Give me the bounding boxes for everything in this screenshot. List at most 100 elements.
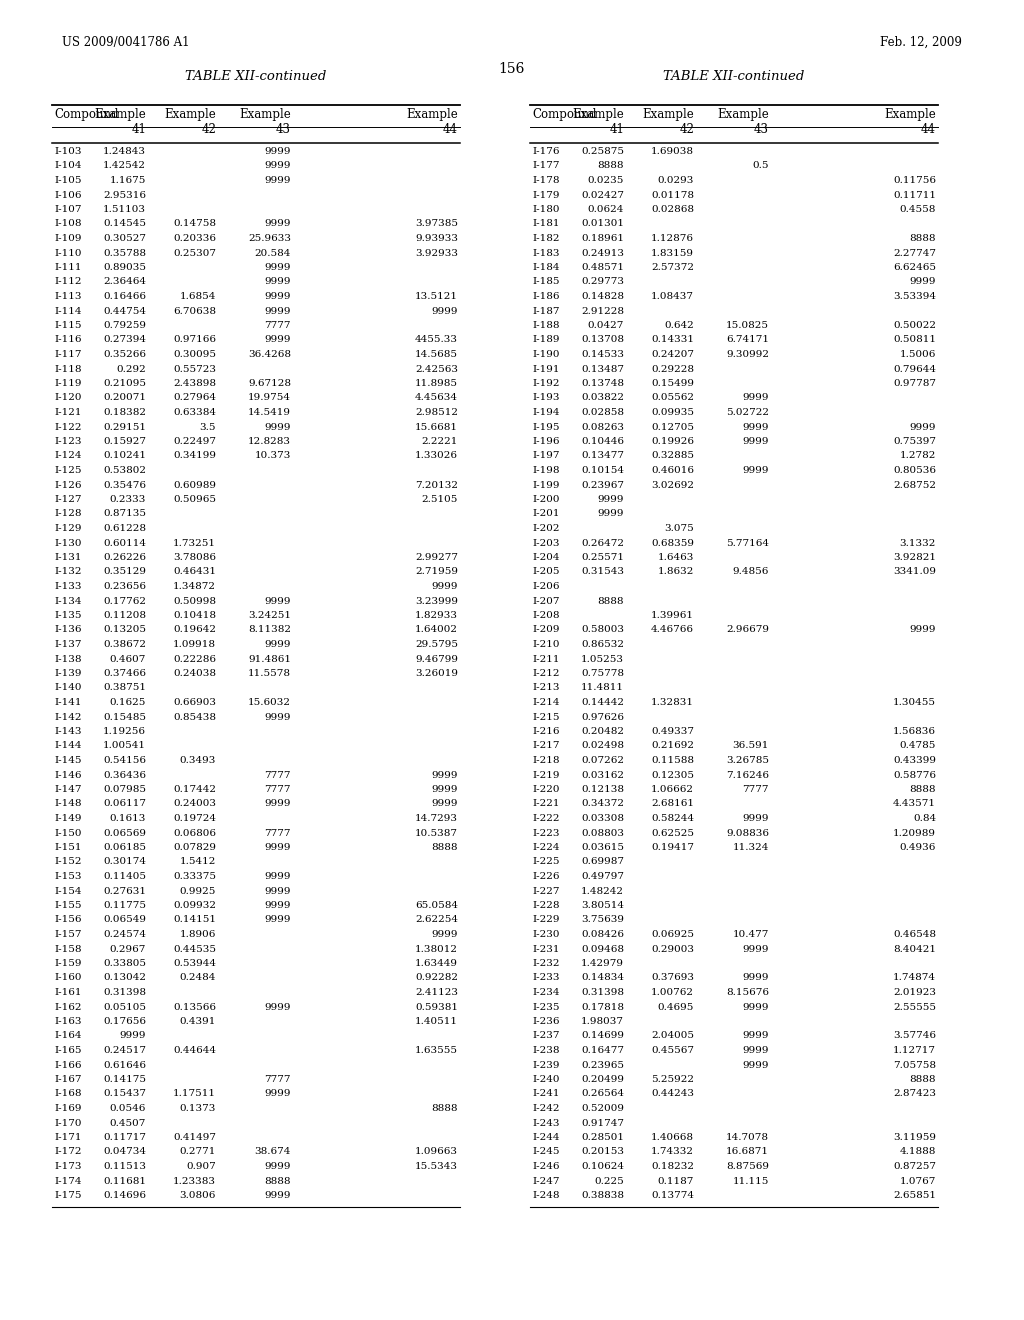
Text: 9999: 9999 — [431, 785, 458, 795]
Text: 2.68752: 2.68752 — [893, 480, 936, 490]
Text: 0.09935: 0.09935 — [651, 408, 694, 417]
Text: 7777: 7777 — [264, 829, 291, 837]
Text: 7777: 7777 — [264, 785, 291, 795]
Text: I-174: I-174 — [54, 1176, 82, 1185]
Text: I-190: I-190 — [532, 350, 559, 359]
Text: I-193: I-193 — [532, 393, 559, 403]
Text: I-242: I-242 — [532, 1104, 559, 1113]
Text: 0.30527: 0.30527 — [103, 234, 146, 243]
Text: I-179: I-179 — [532, 190, 559, 199]
Text: 2.96679: 2.96679 — [726, 626, 769, 635]
Text: 0.04734: 0.04734 — [103, 1147, 146, 1156]
Text: 0.24003: 0.24003 — [173, 800, 216, 808]
Text: 9999: 9999 — [597, 510, 624, 519]
Text: 7.20132: 7.20132 — [415, 480, 458, 490]
Text: I-240: I-240 — [532, 1074, 559, 1084]
Text: 0.25571: 0.25571 — [581, 553, 624, 562]
Text: 7777: 7777 — [742, 785, 769, 795]
Text: I-170: I-170 — [54, 1118, 82, 1127]
Text: 9999: 9999 — [264, 1002, 291, 1011]
Text: 9.46799: 9.46799 — [415, 655, 458, 664]
Text: 0.20499: 0.20499 — [581, 1074, 624, 1084]
Text: 0.4936: 0.4936 — [900, 843, 936, 851]
Text: I-152: I-152 — [54, 858, 82, 866]
Text: 0.13708: 0.13708 — [581, 335, 624, 345]
Text: 16.6871: 16.6871 — [726, 1147, 769, 1156]
Text: I-142: I-142 — [54, 713, 82, 722]
Text: 0.09932: 0.09932 — [173, 902, 216, 909]
Text: 0.87257: 0.87257 — [893, 1162, 936, 1171]
Text: 0.75778: 0.75778 — [581, 669, 624, 678]
Text: 1.17511: 1.17511 — [173, 1089, 216, 1098]
Text: 0.0546: 0.0546 — [110, 1104, 146, 1113]
Text: 1.09663: 1.09663 — [415, 1147, 458, 1156]
Text: 9999: 9999 — [264, 306, 291, 315]
Text: 1.74874: 1.74874 — [893, 974, 936, 982]
Text: 0.25875: 0.25875 — [581, 147, 624, 156]
Text: I-103: I-103 — [54, 147, 82, 156]
Text: 0.85438: 0.85438 — [173, 713, 216, 722]
Text: 0.54156: 0.54156 — [103, 756, 146, 766]
Text: 4.46766: 4.46766 — [651, 626, 694, 635]
Text: 0.30095: 0.30095 — [173, 350, 216, 359]
Text: 9999: 9999 — [431, 306, 458, 315]
Text: I-104: I-104 — [54, 161, 82, 170]
Text: 0.14834: 0.14834 — [581, 974, 624, 982]
Text: 1.63555: 1.63555 — [415, 1045, 458, 1055]
Text: 9999: 9999 — [742, 945, 769, 953]
Text: 0.06549: 0.06549 — [103, 916, 146, 924]
Text: 0.23965: 0.23965 — [581, 1060, 624, 1069]
Text: 0.11405: 0.11405 — [103, 873, 146, 880]
Text: 8888: 8888 — [597, 161, 624, 170]
Text: 13.5121: 13.5121 — [415, 292, 458, 301]
Text: 1.69038: 1.69038 — [651, 147, 694, 156]
Text: 9999: 9999 — [120, 1031, 146, 1040]
Text: I-150: I-150 — [54, 829, 82, 837]
Text: 0.55723: 0.55723 — [173, 364, 216, 374]
Text: I-244: I-244 — [532, 1133, 559, 1142]
Text: 0.14533: 0.14533 — [581, 350, 624, 359]
Text: 9.4856: 9.4856 — [732, 568, 769, 577]
Text: 0.2967: 0.2967 — [110, 945, 146, 953]
Text: 8888: 8888 — [909, 234, 936, 243]
Text: I-191: I-191 — [532, 364, 559, 374]
Text: I-208: I-208 — [532, 611, 559, 620]
Text: I-169: I-169 — [54, 1104, 82, 1113]
Text: I-167: I-167 — [54, 1074, 82, 1084]
Text: 0.31398: 0.31398 — [103, 987, 146, 997]
Text: 0.11588: 0.11588 — [651, 756, 694, 766]
Text: I-207: I-207 — [532, 597, 559, 606]
Text: Example
43: Example 43 — [717, 108, 769, 136]
Text: I-156: I-156 — [54, 916, 82, 924]
Text: I-218: I-218 — [532, 756, 559, 766]
Text: I-162: I-162 — [54, 1002, 82, 1011]
Text: 1.64002: 1.64002 — [415, 626, 458, 635]
Text: 0.13477: 0.13477 — [581, 451, 624, 461]
Text: I-235: I-235 — [532, 1002, 559, 1011]
Text: I-186: I-186 — [532, 292, 559, 301]
Text: 1.09918: 1.09918 — [173, 640, 216, 649]
Text: I-201: I-201 — [532, 510, 559, 519]
Text: 29.5795: 29.5795 — [415, 640, 458, 649]
Text: 0.13748: 0.13748 — [581, 379, 624, 388]
Text: 9999: 9999 — [742, 974, 769, 982]
Text: 2.57372: 2.57372 — [651, 263, 694, 272]
Text: 9999: 9999 — [264, 277, 291, 286]
Text: 0.06925: 0.06925 — [651, 931, 694, 939]
Text: 1.00541: 1.00541 — [103, 742, 146, 751]
Text: 0.79259: 0.79259 — [103, 321, 146, 330]
Text: I-118: I-118 — [54, 364, 82, 374]
Text: I-106: I-106 — [54, 190, 82, 199]
Text: 0.292: 0.292 — [117, 364, 146, 374]
Text: 0.58244: 0.58244 — [651, 814, 694, 822]
Text: 0.13774: 0.13774 — [651, 1191, 694, 1200]
Text: I-192: I-192 — [532, 379, 559, 388]
Text: 0.66903: 0.66903 — [173, 698, 216, 708]
Text: I-215: I-215 — [532, 713, 559, 722]
Text: 0.84: 0.84 — [912, 814, 936, 822]
Text: I-134: I-134 — [54, 597, 82, 606]
Text: 0.97787: 0.97787 — [893, 379, 936, 388]
Text: 0.24038: 0.24038 — [173, 669, 216, 678]
Text: 9999: 9999 — [742, 1002, 769, 1011]
Text: I-223: I-223 — [532, 829, 559, 837]
